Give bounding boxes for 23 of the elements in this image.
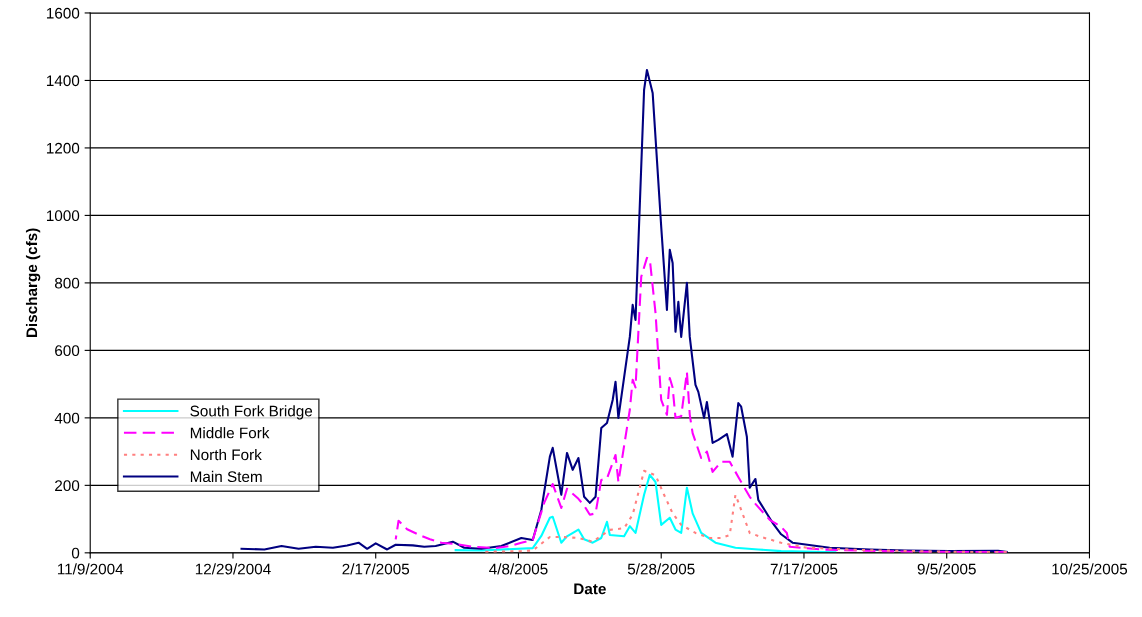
y-tick-label: 1200 [46, 142, 80, 154]
y-tick-label: 1600 [46, 7, 80, 19]
x-tick-label: 2/17/2005 [342, 563, 410, 575]
y-tick-label: 600 [55, 345, 80, 357]
y-tick-label: 1000 [46, 210, 80, 222]
x-tick-label: 5/28/2005 [627, 563, 695, 575]
x-tick-label: 10/25/2005 [1052, 563, 1128, 575]
x-tick-label: 7/17/2005 [770, 563, 838, 575]
legend-label: Main Stem [190, 470, 262, 483]
y-tick-label: 200 [55, 480, 80, 492]
y-tick-label: 1400 [46, 75, 80, 87]
legend-label: Middle Fork [190, 427, 270, 439]
legend-label: South Fork Bridge [190, 405, 313, 420]
y-tick-label: 0 [71, 547, 80, 559]
x-tick-label: 4/8/2005 [489, 563, 548, 575]
y-axis-title: Discharge (cfs) [25, 228, 41, 338]
x-tick-label: 12/29/2004 [195, 563, 271, 575]
legend-label: North Fork [190, 448, 262, 461]
y-tick-label: 400 [54, 412, 80, 424]
x-tick-label: 11/9/2004 [57, 563, 124, 575]
x-tick-label: 9/5/2005 [917, 563, 976, 575]
x-axis-title: Date [574, 583, 606, 595]
y-tick-label: 800 [54, 277, 80, 289]
